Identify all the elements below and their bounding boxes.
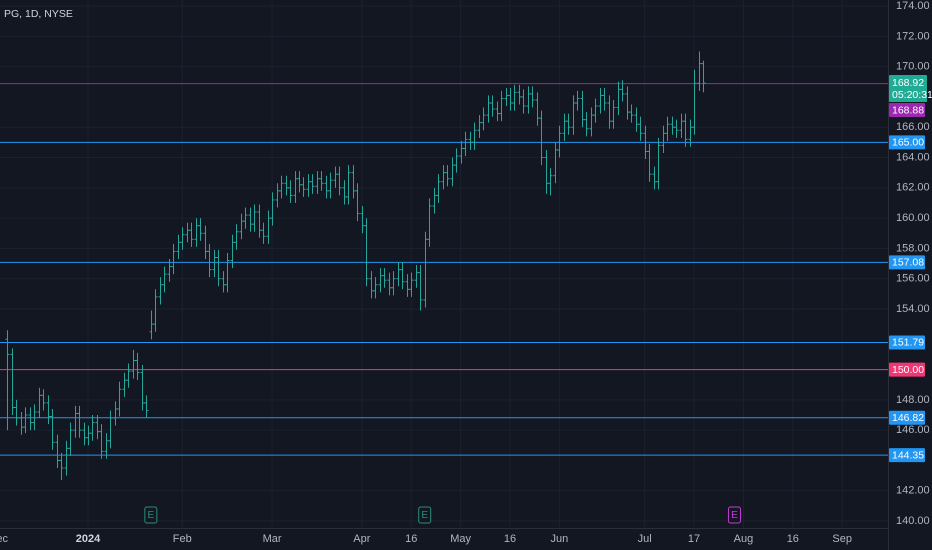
x-tick-label: 16 — [787, 533, 799, 545]
event-label: E — [421, 510, 428, 521]
y-tick-label: 146.00 — [896, 424, 930, 436]
y-tick-label: 172.00 — [896, 30, 930, 42]
last-price-box — [889, 75, 927, 103]
x-tick-label: Jul — [638, 533, 652, 545]
plot — [0, 0, 888, 528]
level-label-box — [889, 335, 925, 350]
level-label: 146.82 — [892, 412, 924, 424]
legend-title: PG, 1D, NYSE — [4, 8, 73, 20]
y-tick-label: 160.00 — [896, 212, 930, 224]
y-tick-label: 148.00 — [896, 394, 930, 406]
level-label-box — [889, 255, 925, 270]
level-label: 151.79 — [892, 337, 924, 349]
event-marker — [727, 506, 741, 524]
x-tick-label: Aug — [734, 533, 754, 545]
x-tick-label: Dec — [0, 533, 8, 545]
last-price-label: 168.92 — [892, 77, 924, 89]
level-label: 165.00 — [892, 137, 924, 149]
y-tick-label: 158.00 — [896, 242, 930, 254]
x-tick-label: May — [450, 533, 471, 545]
event-marker — [418, 506, 432, 524]
level-label: 168.88 — [892, 104, 924, 116]
level-label-box — [889, 448, 925, 463]
level-label: 150.00 — [892, 364, 924, 376]
y-tick-label: 164.00 — [896, 151, 930, 163]
level-label: 157.08 — [892, 257, 924, 269]
level-label-box — [889, 103, 925, 118]
level-label: 144.35 — [892, 449, 924, 461]
x-tick-label: Sep — [832, 533, 852, 545]
y-tick-label: 154.00 — [896, 303, 930, 315]
y-tick-label: 142.00 — [896, 485, 930, 497]
x-tick-label: 17 — [688, 533, 700, 545]
y-tick-label: 162.00 — [896, 182, 930, 194]
y-tick-label: 174.00 — [896, 0, 930, 12]
event-label: E — [731, 510, 738, 521]
x-tick-label: 16 — [504, 533, 516, 545]
event-marker — [144, 506, 158, 524]
x-tick-label: Mar — [263, 533, 282, 545]
x-tick-label: Jun — [551, 533, 569, 545]
level-label-box — [889, 410, 925, 425]
y-tick-label: 170.00 — [896, 61, 930, 73]
event-label: E — [148, 510, 155, 521]
level-label-box — [889, 362, 925, 377]
y-tick-label: 140.00 — [896, 515, 930, 527]
x-tick-label: Apr — [353, 533, 370, 545]
x-tick-label: Feb — [173, 533, 192, 545]
level-label-box — [889, 135, 925, 150]
countdown-label: 05:20:31 — [892, 89, 932, 101]
y-tick-label: 156.00 — [896, 273, 930, 285]
x-tick-label: 2024 — [76, 533, 101, 545]
y-tick-label: 166.00 — [896, 121, 930, 133]
x-tick-label: 16 — [405, 533, 417, 545]
